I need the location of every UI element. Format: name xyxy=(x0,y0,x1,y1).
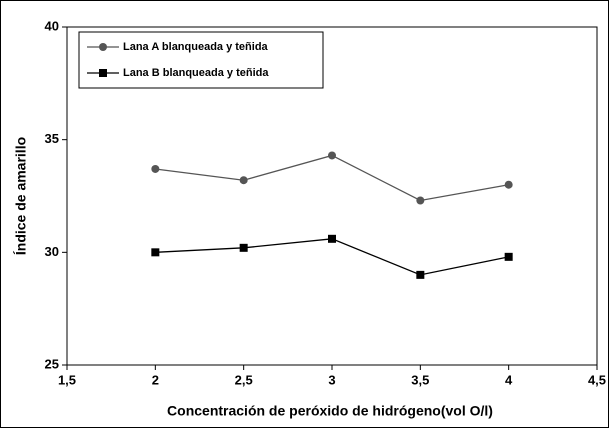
x-tick-label: 3 xyxy=(328,372,335,387)
legend-marker xyxy=(99,43,107,51)
data-point xyxy=(151,248,160,257)
x-tick-label: 1,5 xyxy=(58,372,76,387)
x-tick-label: 2 xyxy=(152,372,159,387)
data-point xyxy=(239,243,248,252)
legend-label: Lana A blanqueada y teñida xyxy=(123,41,269,53)
y-tick-label: 40 xyxy=(45,18,59,33)
data-point xyxy=(151,164,160,173)
data-point xyxy=(416,270,425,279)
x-tick-label: 3,5 xyxy=(411,372,429,387)
y-tick-label: 30 xyxy=(45,244,59,259)
legend-marker xyxy=(99,69,107,77)
data-point xyxy=(416,196,425,205)
data-point xyxy=(328,234,336,243)
x-tick-label: 4 xyxy=(505,372,513,387)
data-point xyxy=(504,252,513,261)
data-point xyxy=(328,151,336,160)
legend-box xyxy=(78,31,324,89)
y-tick-label: 35 xyxy=(45,131,59,146)
data-point xyxy=(504,180,513,189)
y-axis-label: Índice de amarillo xyxy=(13,137,29,255)
x-tick-label: 4,5 xyxy=(588,372,606,387)
data-point xyxy=(239,176,248,185)
legend-label: Lana B blanqueada y teñida xyxy=(123,67,269,79)
y-tick-label: 25 xyxy=(45,356,59,371)
x-axis-label: Concentración de peróxido de hidrógeno(v… xyxy=(167,403,493,419)
x-tick-label: 2,5 xyxy=(235,372,253,387)
